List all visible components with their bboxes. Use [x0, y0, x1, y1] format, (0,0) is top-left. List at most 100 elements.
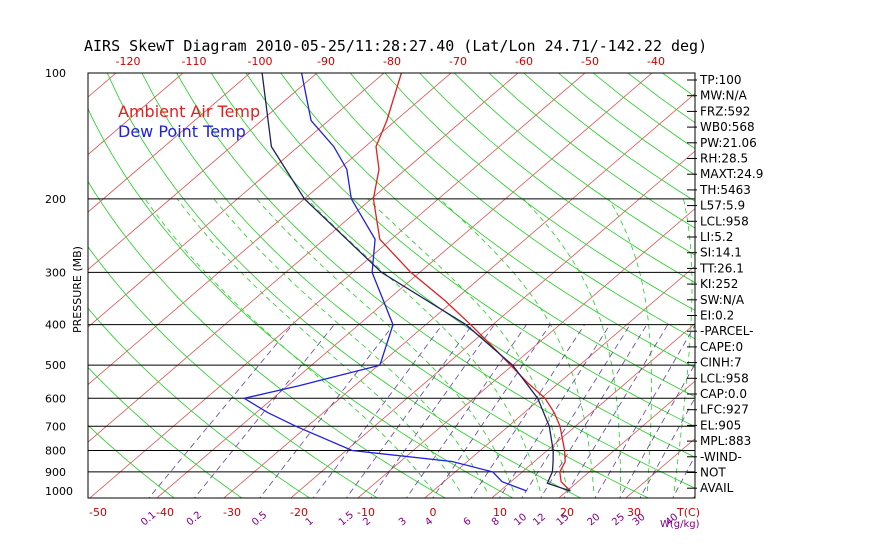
index-value-label: PW:21.06: [700, 136, 757, 150]
pressure-tick-label: 800: [45, 444, 66, 457]
index-value-label: MPL:883: [700, 434, 751, 448]
mixing-ratio-line: [259, 324, 395, 498]
bottom-temp-tick-label: -10: [357, 506, 375, 519]
isotherm-line: [0, 64, 60, 502]
isotherm-line: [88, 73, 318, 271]
bottom-temp-tick-label: -40: [156, 506, 174, 519]
top-temp-tick-label: -50: [581, 55, 599, 68]
dry-adiabat-line: [523, 73, 695, 202]
dry-adiabat-line: [662, 73, 695, 98]
mixing-ratio-line: [470, 324, 585, 498]
mixing-ratio-tick-label: 12: [531, 512, 548, 529]
chart-title: AIRS SkewT Diagram 2010-05-25/11:28:27.4…: [84, 37, 707, 55]
index-value-label: MAXT:24.9: [700, 167, 763, 181]
index-value-label: SW:N/A: [700, 293, 745, 307]
plot-frame: [87, 72, 696, 499]
dry-adiabat-line: [454, 73, 695, 256]
index-value-label: EI:0.2: [700, 309, 734, 323]
mixing-ratio-tick-label: 1.5: [337, 510, 356, 529]
index-value-label: LCL:958: [700, 214, 749, 228]
index-value-label: -PARCEL-: [700, 324, 754, 338]
mixing-ratio-tick-label: 8: [490, 516, 502, 529]
isotherm-line: [756, 64, 870, 502]
isotherm-line: [88, 73, 117, 98]
index-value-label: CAPE:0: [700, 340, 743, 354]
moist-adiabat-line: [256, 198, 514, 492]
legend-temp-label: Ambient Air Temp: [118, 102, 260, 121]
bottom-temp-tick-label: -20: [290, 506, 308, 519]
mixing-ratio-tick-label: 10: [512, 512, 529, 529]
index-value-label: CAP:0.0: [700, 387, 747, 401]
top-temp-tick-label: -40: [647, 55, 665, 68]
isotherm-line: [88, 73, 519, 443]
bottom-temp-tick-label: -50: [89, 506, 107, 519]
isotherm-line: [491, 323, 695, 498]
pressure-tick-label: 1000: [45, 485, 73, 498]
index-value-label: NOT: [700, 466, 726, 480]
parcel-line: [261, 73, 571, 492]
isotherm-line: [88, 73, 184, 156]
isotherm-line: [424, 265, 695, 498]
mixing-ratio-tick-label: 6: [462, 516, 474, 529]
isotherm-line: [156, 73, 653, 498]
index-value-label: MW:N/A: [700, 89, 748, 103]
ambient-temp-line: [372, 73, 571, 492]
moist-adiabat-line: [306, 198, 541, 492]
dew-point-line: [242, 73, 528, 492]
index-value-label: EL:905: [700, 418, 741, 432]
index-value-label: -WIND-: [700, 450, 742, 464]
legend-dew-label: Dew Point Temp: [118, 122, 246, 141]
top-temp-tick-label: -100: [248, 55, 273, 68]
pressure-tick-label: 500: [45, 359, 66, 372]
bottom-temp-tick-label: -30: [223, 506, 241, 519]
dry-adiabat-line: [419, 73, 695, 284]
index-value-label: TT:26.1: [699, 261, 744, 275]
index-value-label: TH:5463: [699, 183, 751, 197]
moist-adiabat-line: [367, 198, 568, 492]
isotherm-line: [357, 208, 695, 498]
mixing-ratio-tick-label: 0.2: [185, 510, 204, 529]
moist-adiabat-line: [213, 198, 487, 492]
top-temp-tick-label: -120: [116, 55, 141, 68]
index-value-label: WB0:568: [700, 120, 755, 134]
moist-adiabat-line: [144, 198, 434, 492]
moist-adiabat-line: [608, 198, 652, 492]
bottom-temp-tick-label: 30: [627, 506, 641, 519]
top-temp-tick-label: -110: [182, 55, 207, 68]
pressure-tick-label: 900: [45, 466, 66, 479]
moist-adiabat-line: [673, 198, 693, 492]
mixing-ratio-tick-label: 25: [610, 512, 627, 529]
bottom-temp-unit-label: T(C): [676, 506, 700, 519]
dry-adiabat-line: [176, 73, 695, 489]
dry-adiabat-line: [210, 73, 695, 458]
mixing-ratio-tick-label: 2: [361, 516, 373, 529]
mixing-ratio-line: [345, 324, 473, 498]
mixing-ratio-line: [148, 324, 293, 498]
isotherm-line: [88, 73, 251, 213]
index-value-label: RH:28.5: [700, 152, 748, 166]
index-value-label: L57:5.9: [700, 199, 745, 213]
bottom-temp-tick-label: 20: [560, 506, 574, 519]
top-temp-tick-label: -90: [317, 55, 335, 68]
y-axis-label: PRESSURE (MB): [71, 246, 84, 333]
pressure-tick-label: 400: [45, 319, 66, 332]
dry-adiabat-line: [245, 73, 695, 428]
index-value-label: LI:5.2: [700, 230, 733, 244]
bottom-temp-tick-label: 10: [493, 506, 507, 519]
index-value-label: AVAIL: [700, 481, 734, 495]
mixing-ratio-tick-label: 20: [586, 512, 603, 529]
mixing-ratio-line: [405, 324, 527, 498]
dry-adiabat-line: [349, 73, 695, 340]
top-temp-tick-label: -60: [515, 55, 533, 68]
index-value-label: CINH:7: [700, 356, 742, 370]
dry-adiabat-line: [488, 73, 695, 229]
index-value-label: FRZ:592: [700, 104, 750, 118]
dry-adiabat-line: [280, 73, 695, 398]
mixing-ratio-tick-label: 3: [397, 516, 409, 529]
isotherm-line: [558, 380, 695, 498]
index-value-label: KI:252: [700, 277, 738, 291]
index-value-label: SI:14.1: [700, 246, 742, 260]
moist-adiabat-line: [176, 198, 461, 492]
dry-adiabat-line: [384, 73, 695, 311]
index-value-label: TP:100: [699, 73, 742, 87]
